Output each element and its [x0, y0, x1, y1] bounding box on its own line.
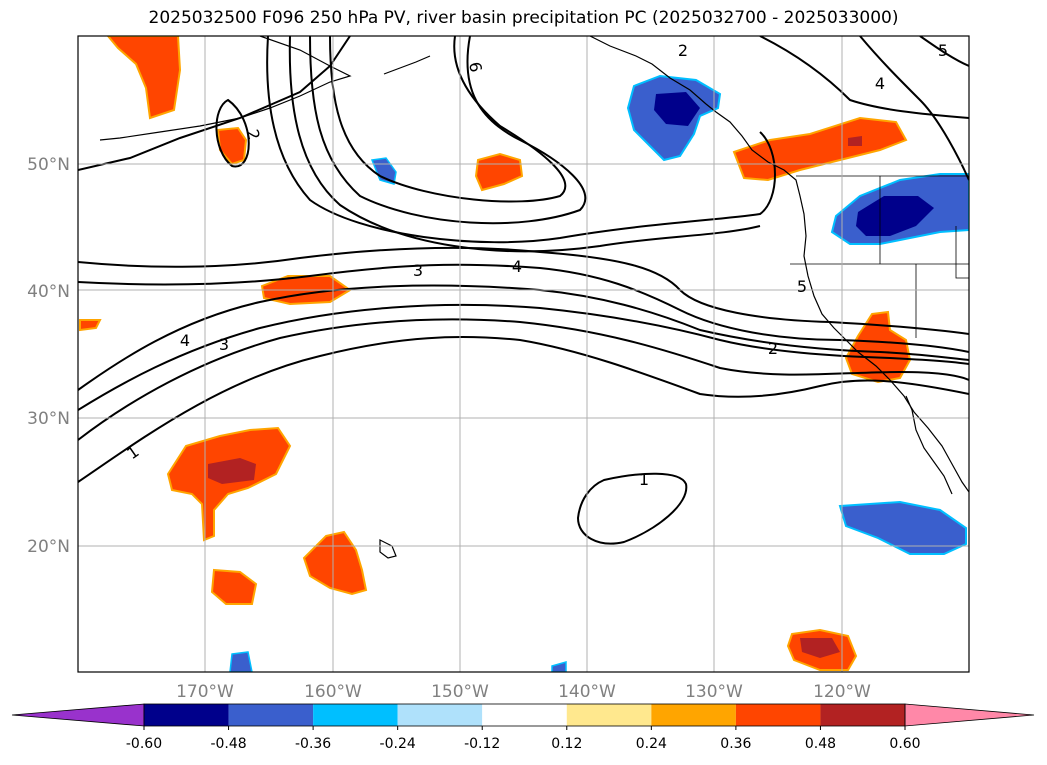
colorbar-tick-label: 0.60 [889, 736, 920, 752]
lon-label: 130°W [685, 682, 743, 702]
lon-label: 150°W [431, 682, 489, 702]
precip-positive-region [106, 36, 182, 120]
lon-label: 140°W [558, 682, 616, 702]
colorbar-tick-label: -0.60 [126, 736, 162, 752]
pv-contours [78, 36, 969, 545]
contour-label: 5 [797, 277, 807, 296]
contour-label: 2 [768, 339, 778, 358]
precip-negative-core [856, 196, 934, 236]
country-borders [790, 175, 969, 338]
colorbar-extend-high [904, 703, 1035, 727]
map-border [77, 35, 970, 673]
colorbar-tick-label: 0.48 [805, 736, 836, 752]
contour-label: 3 [219, 335, 229, 354]
precip-negative-core [654, 92, 700, 126]
map-title: 2025032500 F096 250 hPa PV, river basin … [148, 8, 899, 28]
lon-label: 160°W [304, 682, 362, 702]
colorbar-tick-label: -0.36 [295, 736, 331, 752]
precip-negative-region [229, 651, 253, 672]
colorbar-tick-label: 0.36 [720, 736, 751, 752]
precip-positive-core [208, 458, 256, 484]
contour-label: 4 [875, 74, 885, 93]
lat-label: 40°N [27, 282, 70, 302]
precip-positive-region [302, 530, 368, 596]
precip-negative-region [838, 500, 967, 555]
lon-label: 170°W [176, 682, 234, 702]
lon-label: 120°W [813, 682, 871, 702]
precip-positive-core [848, 136, 862, 146]
precip-positive-region [166, 426, 292, 542]
contour-label: 2 [678, 41, 688, 60]
precip-negative-region [551, 661, 567, 672]
precip-positive-region [79, 319, 102, 332]
lat-label: 20°N [27, 537, 70, 557]
colorbar-tick-label: -0.12 [464, 736, 500, 752]
colorbar-swatch [397, 704, 483, 726]
precip-positive-core [800, 638, 840, 658]
colorbar [11, 703, 1035, 727]
precip-positive-region [210, 568, 258, 605]
lat-label: 30°N [27, 409, 70, 429]
colorbar-swatch [651, 704, 736, 726]
lat-label: 50°N [27, 155, 70, 175]
contour-label: 4 [180, 331, 190, 350]
contour-label: 1 [639, 470, 649, 489]
precip-positive-region [474, 152, 524, 192]
colorbar-tick-label: 0.12 [551, 736, 582, 752]
contour-label: 5 [938, 41, 948, 60]
colorbar-swatch [482, 704, 567, 726]
colorbar-swatch [820, 704, 905, 726]
colorbar-tick-label: -0.24 [380, 736, 416, 752]
gridlines [78, 36, 969, 672]
pv-contour-labels: 2 6 2 5 4 3 4 5 4 3 2 1 1 [123, 41, 948, 489]
colorbar-swatch [144, 704, 229, 726]
coastlines [99, 36, 969, 559]
longitude-labels: 170°W 160°W 150°W 140°W 130°W 120°W [176, 682, 871, 702]
colorbar-swatch [313, 704, 398, 726]
colorbar-labels: -0.60 -0.48 -0.36 -0.24 -0.12 0.12 0.24 0.36 0.4… [126, 726, 921, 752]
colorbar-frame [143, 703, 906, 727]
colorbar-swatch [566, 704, 652, 726]
colorbar-tick-label: 0.24 [636, 736, 667, 752]
colorbar-tick-label: -0.48 [210, 736, 246, 752]
colorbar-extend-low [11, 703, 145, 727]
contour-label: 6 [465, 60, 485, 73]
contour-label: 3 [413, 261, 423, 280]
contour-label: 4 [512, 257, 522, 276]
colorbar-swatch [228, 704, 314, 726]
colorbar-swatch [735, 704, 821, 726]
latitude-labels: 50°N 40°N 30°N 20°N [27, 155, 70, 557]
contour-label: 2 [243, 127, 264, 142]
